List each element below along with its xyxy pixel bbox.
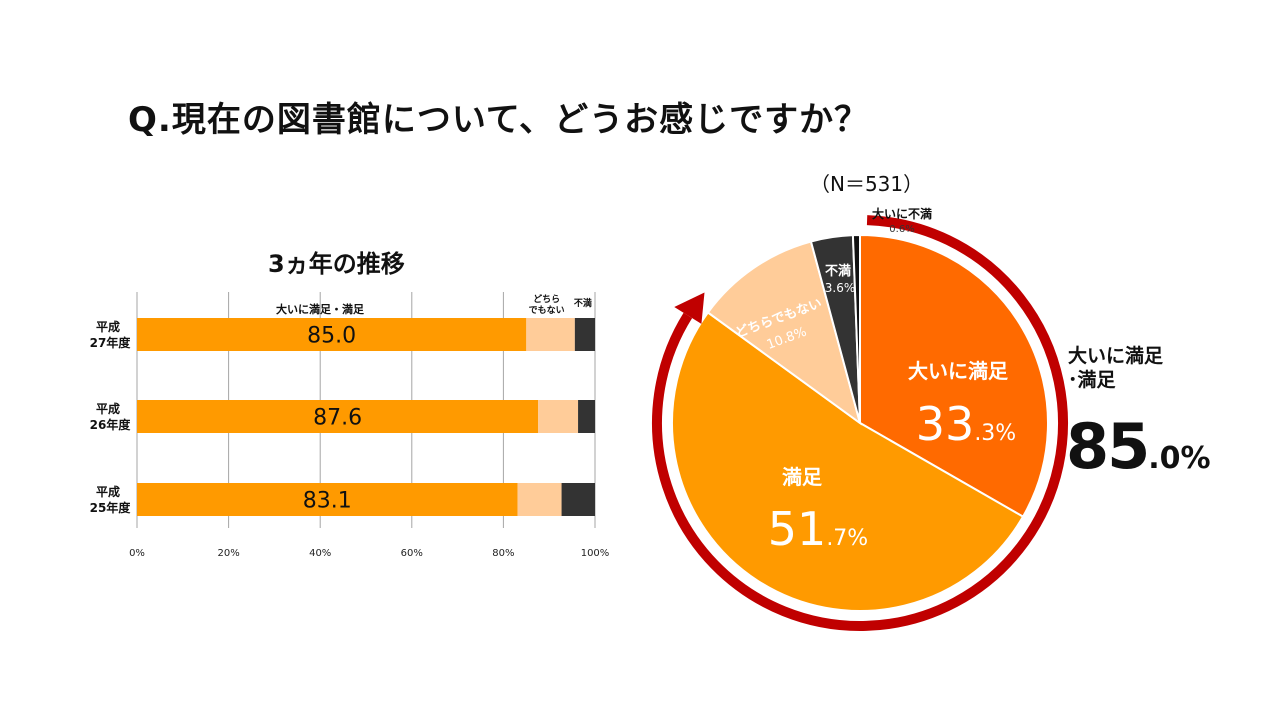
slice-name-label: 満足 bbox=[782, 465, 823, 489]
series-label: でもない bbox=[529, 305, 565, 316]
category-label: 27年度 bbox=[90, 335, 132, 350]
pie-slice bbox=[706, 240, 862, 426]
bar-segment bbox=[574, 318, 595, 351]
series-label: どちら bbox=[533, 293, 560, 305]
slice-value-label: 0.6% bbox=[889, 224, 914, 235]
slice-name-label: 大いに不満 bbox=[872, 206, 932, 221]
x-tick-label: 80% bbox=[492, 548, 514, 559]
category-label: 平成 bbox=[96, 484, 120, 499]
x-tick-label: 0% bbox=[129, 548, 145, 559]
trend-chart-title: 3ヵ年の推移 bbox=[268, 250, 405, 278]
pie-slice bbox=[809, 234, 861, 424]
page-title: Q.現在の図書館について、どうお感じですか？ bbox=[128, 100, 870, 140]
bar-value-label: 85.0 bbox=[307, 324, 356, 349]
bar-segment bbox=[526, 318, 575, 351]
bar-segment bbox=[137, 483, 518, 516]
summary-label: 大いに満足 ･満足 bbox=[1068, 344, 1163, 392]
pie-slice bbox=[859, 233, 1049, 519]
bar-segment bbox=[517, 483, 562, 516]
summary-label-line1: 大いに満足 bbox=[1068, 345, 1164, 367]
summary-value: 85.0% bbox=[1066, 410, 1211, 483]
slice-value-label: 33.3% bbox=[916, 397, 1016, 451]
slice-name-label: 不満 bbox=[825, 263, 851, 279]
category-label: 平成 bbox=[96, 401, 120, 416]
highlight-arc bbox=[652, 215, 1068, 631]
bar-segment bbox=[561, 483, 595, 516]
bar-segment bbox=[538, 400, 579, 433]
series-label: 大いに満足・満足 bbox=[276, 302, 365, 316]
slice-value-label: 3.6% bbox=[825, 281, 856, 295]
slice-name-label: どちらでもない bbox=[734, 296, 824, 341]
pie-slice bbox=[671, 311, 1025, 612]
summary-value-int: 85 bbox=[1066, 410, 1150, 483]
slice-value-label: 10.8% bbox=[765, 325, 809, 353]
summary-value-dec: .0% bbox=[1148, 441, 1211, 476]
category-label: 26年度 bbox=[90, 417, 132, 432]
x-tick-label: 100% bbox=[581, 548, 610, 559]
highlight-arrowhead bbox=[674, 292, 705, 324]
x-tick-label: 40% bbox=[309, 548, 331, 559]
sample-size-label: （N＝531） bbox=[810, 172, 924, 196]
bar-segment bbox=[137, 318, 527, 351]
slice-name-label: 大いに満足 bbox=[908, 359, 1009, 383]
bar-value-label: 83.1 bbox=[303, 489, 352, 514]
summary-label-line2: ･満足 bbox=[1068, 369, 1116, 391]
trend-bar-chart: 0% 20% 40% 60% 80% 100%85.0平成27年度87.6平成26年度83… bbox=[90, 292, 610, 559]
bar-segment bbox=[137, 400, 539, 433]
pie-slice bbox=[851, 233, 861, 424]
category-label: 平成 bbox=[96, 319, 120, 334]
series-label: 不満 bbox=[574, 297, 592, 309]
category-label: 25年度 bbox=[90, 500, 132, 515]
bar-segment bbox=[578, 400, 595, 433]
slice-value-label: 51.7% bbox=[768, 502, 868, 556]
x-tick-label: 20% bbox=[217, 548, 239, 559]
bar-value-label: 87.6 bbox=[313, 406, 362, 431]
x-tick-label: 60% bbox=[401, 548, 423, 559]
